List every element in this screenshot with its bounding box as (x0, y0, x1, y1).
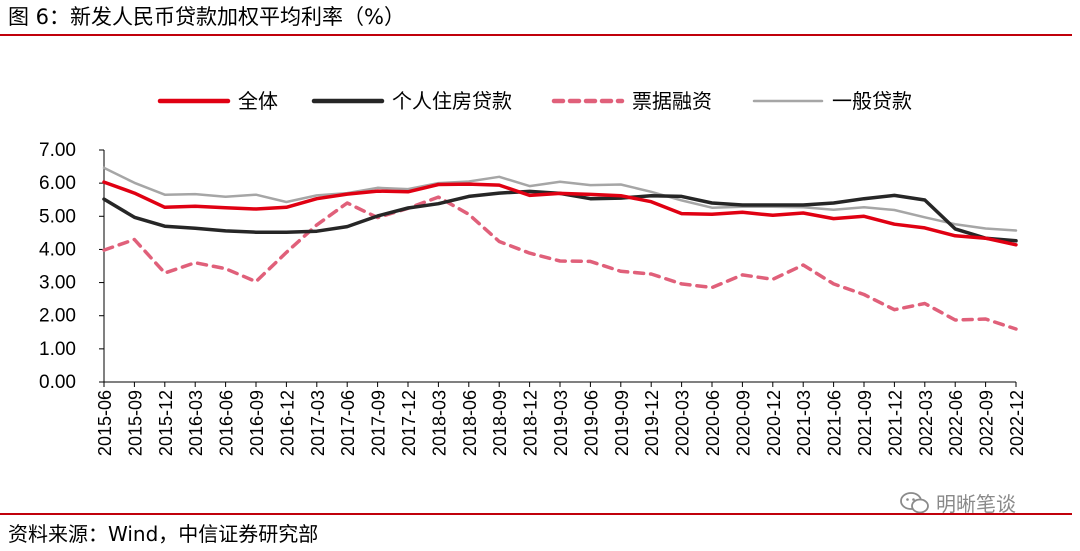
x-tick-label: 2021-03 (794, 390, 814, 456)
source-note: 资料来源：Wind，中信证券研究部 (8, 522, 319, 546)
x-tick-label: 2020-12 (764, 390, 784, 456)
x-tick-label: 2020-06 (703, 390, 723, 456)
x-tick-label: 2016-12 (277, 390, 297, 456)
x-tick-label: 2022-12 (1007, 390, 1027, 456)
x-tick-label: 2022-03 (916, 390, 936, 456)
x-tick-label: 2017-03 (308, 390, 328, 456)
x-tick-label: 2017-09 (369, 390, 389, 456)
x-tick-label: 2015-06 (95, 390, 115, 456)
watermark-text: 明晰笔谈 (936, 492, 1016, 516)
series-line-3 (102, 166, 1018, 232)
y-tick-label: 6.00 (39, 173, 76, 194)
x-tick-label: 2020-03 (673, 390, 693, 456)
x-tick-label: 2022-09 (977, 390, 997, 456)
y-tick-label: 3.00 (39, 273, 76, 294)
series-line-1 (102, 189, 1018, 243)
y-tick-label: 5.00 (39, 206, 76, 227)
x-tick-label: 2016-03 (186, 390, 206, 456)
x-tick-label: 2019-12 (642, 390, 662, 456)
y-tick-label: 4.00 (39, 239, 76, 260)
line-chart: 全体 个人住房贷款 票据融资 一般贷款 0.00 1.00 2.00 3.00 4.00 5.0… (39, 89, 1027, 456)
y-tick-label: 1.00 (39, 339, 76, 360)
x-axis: 2015-06 2015-09 2015-12 2016-03 2016-06 2016-… (95, 381, 1027, 456)
legend-label-0: 全体 (238, 89, 278, 113)
x-tick-label: 2021-12 (885, 390, 905, 456)
title-divider (0, 34, 1072, 36)
series-line-0 (102, 180, 1018, 247)
chart-legend: 全体 个人住房贷款 票据融资 一般贷款 (157, 89, 912, 113)
series-layer (102, 166, 1018, 331)
legend-label-1: 个人住房贷款 (392, 89, 512, 113)
x-tick-label: 2017-12 (399, 390, 419, 456)
series-line-2 (102, 195, 1018, 331)
source-divider (0, 513, 1072, 515)
x-tick-label: 2019-06 (581, 390, 601, 456)
x-tick-label: 2015-12 (156, 390, 176, 456)
y-tick-label: 0.00 (39, 372, 76, 393)
x-tick-label: 2015-09 (125, 390, 145, 456)
x-tick-label: 2018-12 (521, 390, 541, 456)
y-tick-label: 2.00 (39, 306, 76, 327)
wechat-icon (900, 491, 929, 513)
y-axis: 0.00 1.00 2.00 3.00 4.00 5.00 6.00 7.00 (39, 140, 105, 393)
x-tick-label: 2018-06 (460, 390, 480, 456)
legend-label-3: 一般贷款 (832, 89, 912, 113)
x-tick-label: 2019-03 (551, 390, 571, 456)
x-tick-label: 2021-09 (855, 390, 875, 456)
x-tick-label: 2016-09 (247, 390, 267, 456)
chart-title: 图 6：新发人民币贷款加权平均利率（%） (8, 5, 405, 29)
x-tick-label: 2022-06 (946, 390, 966, 456)
x-tick-label: 2018-03 (429, 390, 449, 456)
x-tick-label: 2017-06 (338, 390, 358, 456)
y-tick-label: 7.00 (39, 140, 76, 161)
x-tick-label: 2020-09 (733, 390, 753, 456)
x-tick-label: 2019-09 (612, 390, 632, 456)
watermark: 明晰笔谈 (900, 488, 1016, 517)
x-tick-label: 2021-06 (825, 390, 845, 456)
x-tick-label: 2016-06 (217, 390, 237, 456)
x-tick-label: 2018-09 (490, 390, 510, 456)
legend-label-2: 票据融资 (632, 89, 712, 113)
